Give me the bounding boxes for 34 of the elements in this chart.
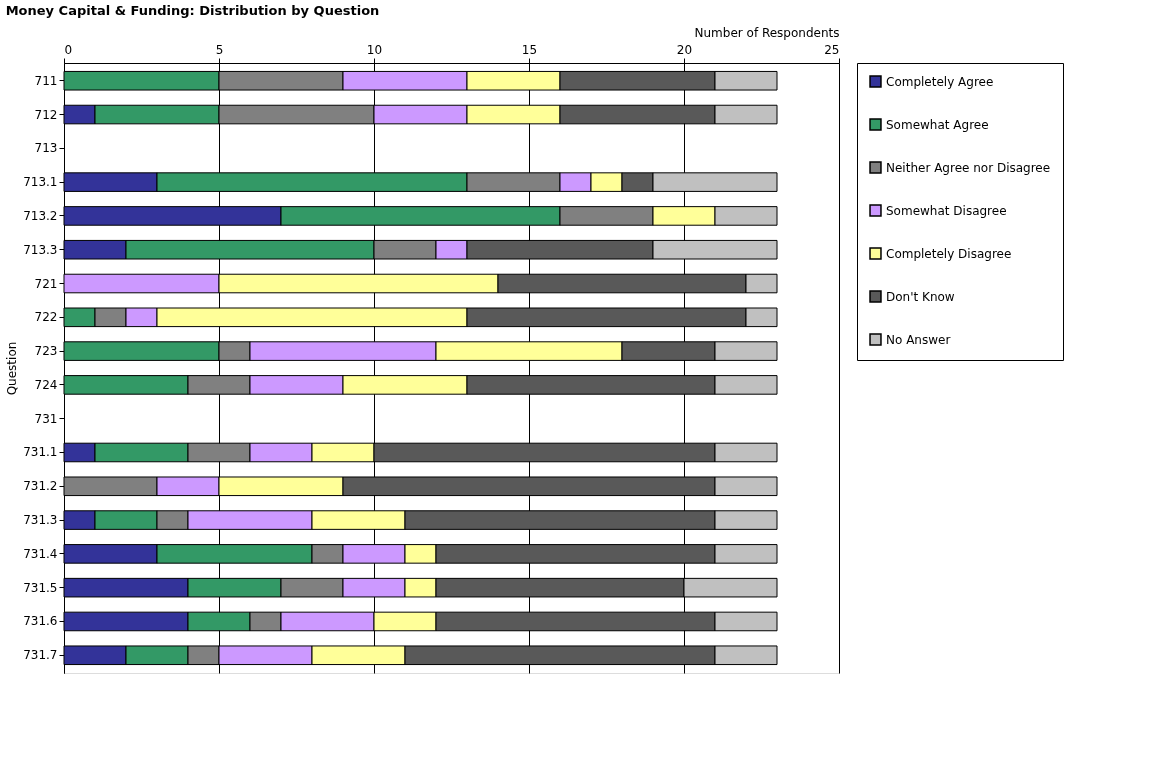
y-tick-label: 713.1 [23,175,58,190]
y-tick-label: 723 [34,344,58,359]
chart-title: Money Capital & Funding: Distribution by Question [5,3,380,18]
y-axis-title: Question [5,341,20,396]
legend-label: Neither Agree nor Disagree [886,160,1051,175]
legend-label: Somewhat Agree [886,117,989,132]
x-tick-label: 10 [366,42,383,57]
y-tick-label: 731 [34,411,58,426]
y-tick-label: 711 [34,73,58,88]
y-tick-label: 713 [34,141,58,156]
legend-label: Completely Agree [886,74,994,89]
x-axis-title: Number of Respondents [694,25,840,40]
y-tick-label: 731.2 [23,479,58,494]
y-tick-label: 712 [34,107,58,122]
x-tick-label: 5 [215,42,224,57]
y-tick-label: 722 [34,310,58,325]
y-tick-label: 713.2 [23,208,58,223]
y-tick-label: 731.3 [23,513,58,528]
y-tick-label: 724 [34,377,58,392]
y-tick-label: 731.5 [23,580,58,595]
legend-label: Don't Know [886,289,955,304]
x-tick-label: 15 [521,42,538,57]
y-tick-label: 731.7 [23,648,58,663]
y-tick-label: 731.1 [23,445,58,460]
legend-label: No Answer [886,332,951,347]
y-tick-label: 731.4 [23,546,58,561]
x-tick-label: 20 [676,42,693,57]
legend-label: Somewhat Disagree [886,203,1007,218]
x-tick-label: 25 [824,42,840,57]
x-tick-label: 0 [64,42,73,57]
y-tick-label: 713.3 [23,242,58,257]
y-tick-label: 721 [34,276,58,291]
legend-label: Completely Disagree [886,246,1012,261]
y-tick-label: 731.6 [23,614,58,629]
